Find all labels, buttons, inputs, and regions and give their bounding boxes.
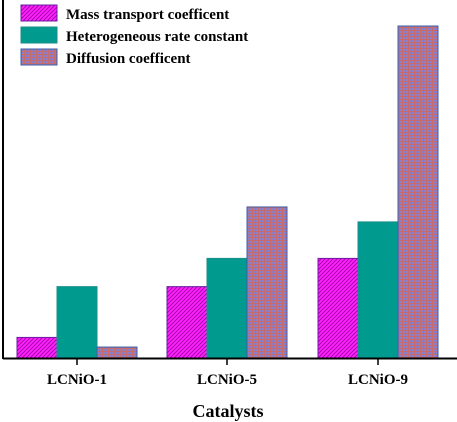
- legend: Mass transport coefficent Heterogeneous …: [20, 4, 248, 67]
- x-tick-label-lcnio-1: LCNiO-1: [47, 372, 107, 388]
- legend-item-heterogeneous-rate: Heterogeneous rate constant: [20, 26, 248, 45]
- legend-swatch-heterogeneous-rate: [20, 26, 58, 44]
- x-tick-label-lcnio-9: LCNiO-9: [348, 372, 408, 388]
- bar-heterogeneous-rate-lcnio-1: [56, 286, 98, 359]
- bar-mass-transport-lcnio-9: [317, 257, 359, 359]
- bar-heterogeneous-rate-lcnio-5: [206, 257, 248, 359]
- bar-mass-transport-lcnio-5: [166, 286, 208, 359]
- bar-mass-transport-lcnio-1: [16, 336, 58, 359]
- x-tick-label-lcnio-5: LCNiO-5: [197, 372, 257, 388]
- legend-label-heterogeneous-rate: Heterogeneous rate constant: [66, 29, 248, 45]
- legend-item-diffusion: Diffusion coefficent: [20, 48, 191, 67]
- bars-group: [16, 25, 439, 359]
- legend-item-mass-transport: Mass transport coefficent: [20, 4, 229, 23]
- legend-swatch-diffusion: [20, 48, 58, 66]
- bar-diffusion-lcnio-9: [397, 25, 439, 359]
- legend-swatch-mass-transport: [20, 4, 58, 22]
- bar-heterogeneous-rate-lcnio-9: [357, 221, 399, 359]
- x-axis-label: Catalysts: [193, 401, 264, 421]
- bar-diffusion-lcnio-5: [246, 206, 288, 359]
- x-ticks-group: LCNiO-1 LCNiO-5 LCNiO-9: [47, 358, 408, 388]
- legend-label-diffusion: Diffusion coefficent: [66, 51, 191, 67]
- legend-label-mass-transport: Mass transport coefficent: [66, 7, 229, 23]
- bar-diffusion-lcnio-1: [96, 346, 138, 359]
